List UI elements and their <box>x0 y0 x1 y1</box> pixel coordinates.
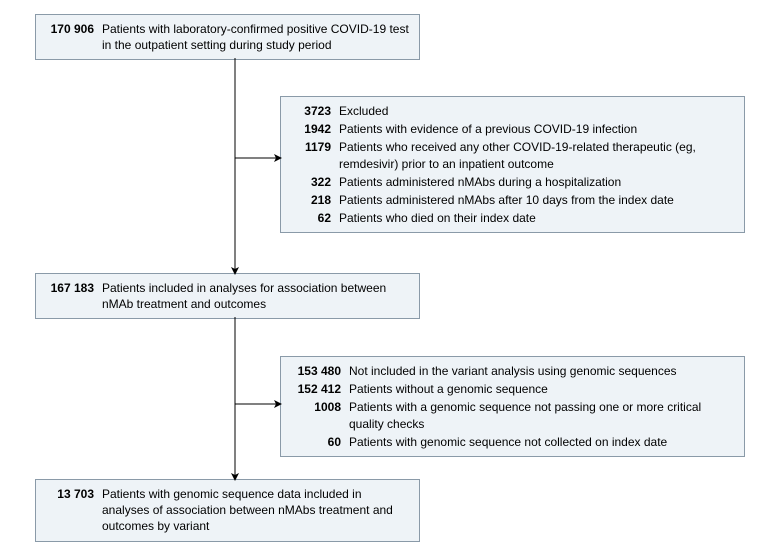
desc: Patients with laboratory-confirmed posit… <box>102 21 409 53</box>
desc: Not included in the variant analysis usi… <box>349 363 734 379</box>
count: 62 <box>291 210 339 226</box>
exclusion-item: 1008Patients with a genomic sequence not… <box>291 399 734 431</box>
count: 322 <box>291 174 339 190</box>
count: 152 412 <box>291 381 349 397</box>
desc: Patients included in analyses for associ… <box>102 280 409 312</box>
desc: Patients with genomic sequence data incl… <box>102 486 409 535</box>
desc: Patients administered nMAbs during a hos… <box>339 174 734 190</box>
count: 167 183 <box>46 280 102 312</box>
count: 170 906 <box>46 21 102 53</box>
count: 60 <box>291 434 349 450</box>
exclusion-item: 218Patients administered nMAbs after 10 … <box>291 192 734 208</box>
desc: Patients without a genomic sequence <box>349 381 734 397</box>
desc: Patients administered nMAbs after 10 day… <box>339 192 734 208</box>
exclusion-item: 1942Patients with evidence of a previous… <box>291 121 734 137</box>
exclusion-item: 1179Patients who received any other COVI… <box>291 139 734 171</box>
count: 1008 <box>291 399 349 431</box>
node-exclusion-1: 3723 Excluded 1942Patients with evidence… <box>280 96 745 233</box>
node-exclusion-2: 153 480 Not included in the variant anal… <box>280 356 745 457</box>
desc: Excluded <box>339 103 734 119</box>
desc: Patients with evidence of a previous COV… <box>339 121 734 137</box>
count: 3723 <box>291 103 339 119</box>
exclusion-item: 60Patients with genomic sequence not col… <box>291 434 734 450</box>
desc: Patients who died on their index date <box>339 210 734 226</box>
count: 153 480 <box>291 363 349 379</box>
desc: Patients with genomic sequence not colle… <box>349 434 734 450</box>
count: 1179 <box>291 139 339 171</box>
exclusion-item: 322Patients administered nMAbs during a … <box>291 174 734 190</box>
desc: Patients with a genomic sequence not pas… <box>349 399 734 431</box>
exclusion-item: 62Patients who died on their index date <box>291 210 734 226</box>
count: 13 703 <box>46 486 102 535</box>
exclusion-item: 152 412Patients without a genomic sequen… <box>291 381 734 397</box>
desc: Patients who received any other COVID-19… <box>339 139 734 171</box>
count: 218 <box>291 192 339 208</box>
node-analysis-cohort: 167 183 Patients included in analyses fo… <box>35 273 420 319</box>
node-initial-cohort: 170 906 Patients with laboratory-confirm… <box>35 14 420 60</box>
count: 1942 <box>291 121 339 137</box>
node-final-cohort: 13 703 Patients with genomic sequence da… <box>35 479 420 542</box>
